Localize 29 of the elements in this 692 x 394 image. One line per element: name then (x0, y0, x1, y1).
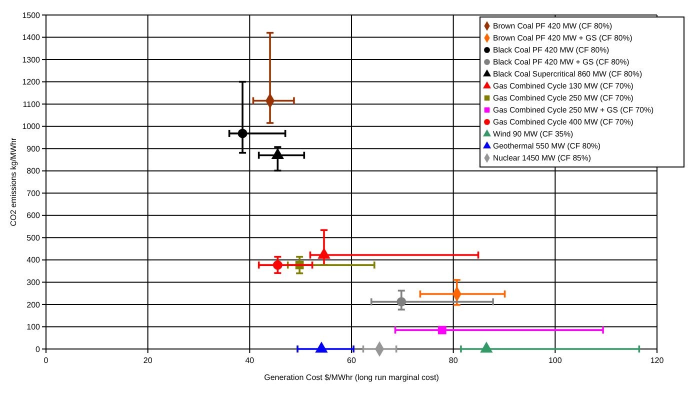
y-tick-label: 500 (26, 233, 41, 242)
y-tick-label: 900 (26, 144, 41, 154)
point (438, 326, 446, 334)
x-tick-label: 40 (245, 356, 255, 365)
y-tick-label: 1300 (22, 55, 41, 64)
y-tick-label: 1100 (22, 100, 41, 109)
point (396, 297, 406, 307)
y-tick-label: 1200 (22, 78, 41, 87)
x-tick-label: 80 (448, 356, 458, 365)
y-tick-label: 1400 (22, 33, 41, 42)
y-tick-label: 600 (26, 211, 41, 220)
x-tick-label: 100 (548, 356, 562, 365)
y-tick-label: 1000 (22, 122, 41, 132)
y-tick-label: 1500 (22, 10, 41, 20)
y-tick-label: 800 (26, 166, 41, 176)
y-tick-label: 700 (26, 188, 41, 198)
point (238, 128, 248, 138)
x-tick-label: 60 (347, 356, 356, 365)
y-tick-label: 300 (26, 278, 41, 287)
y-axis-title: CO2 emissions kg/MWhr (9, 137, 18, 226)
x-tick-label: 120 (650, 356, 664, 365)
point (272, 260, 282, 270)
y-tick-label: 0 (36, 344, 41, 354)
y-tick-label: 100 (26, 322, 41, 332)
x-tick-label: 20 (143, 356, 153, 365)
y-tick-label: 400 (26, 256, 41, 265)
x-axis-title: Generation Cost $/MWhr (long run marginal cost) (264, 373, 440, 382)
y-tick-label: 200 (26, 300, 41, 310)
x-tick-label: 0 (44, 356, 49, 365)
